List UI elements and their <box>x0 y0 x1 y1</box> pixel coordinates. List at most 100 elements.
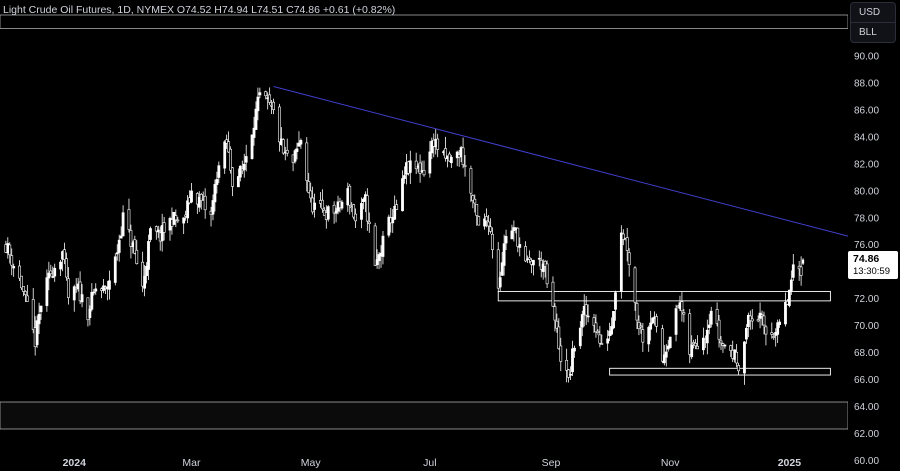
candle <box>578 321 582 349</box>
candle <box>764 324 768 346</box>
currency-label[interactable]: USD <box>859 7 881 18</box>
candle <box>403 166 406 184</box>
unit-label[interactable]: BLL <box>851 22 895 42</box>
candle <box>418 154 422 183</box>
candle <box>295 142 299 160</box>
candle <box>360 197 363 229</box>
candle <box>455 150 459 167</box>
candle <box>135 240 139 265</box>
candle <box>334 207 338 223</box>
candle <box>504 229 508 251</box>
candle <box>88 305 92 326</box>
y-tick-label: 72.00 <box>854 294 879 305</box>
candle <box>449 155 453 168</box>
candle <box>94 283 98 295</box>
candle <box>297 131 301 147</box>
candle <box>776 319 780 344</box>
candle <box>102 278 105 294</box>
lower-zone <box>0 401 849 430</box>
candle <box>682 309 686 323</box>
candle <box>619 225 623 299</box>
symbol-title: Light Crude Oil Futures, 1D, NYMEX <box>3 4 174 16</box>
candle <box>395 199 399 210</box>
resistance-zone <box>497 290 831 302</box>
candle <box>24 290 27 303</box>
candle <box>498 271 502 292</box>
candle <box>238 165 242 182</box>
candle <box>473 194 477 213</box>
candle <box>772 333 776 340</box>
candle <box>264 90 268 100</box>
candle <box>320 189 324 213</box>
y-tick-label: 64.00 <box>854 402 879 413</box>
candle <box>606 330 610 351</box>
trendline[interactable] <box>273 85 849 237</box>
candle <box>586 304 590 323</box>
candle <box>580 310 584 337</box>
candle <box>35 315 39 348</box>
candle <box>463 155 467 177</box>
candle <box>117 234 121 262</box>
currency-unit-selector[interactable]: USD BLL <box>850 2 896 43</box>
candle <box>707 313 711 335</box>
candle <box>651 317 655 325</box>
last-candle <box>801 258 805 266</box>
price-axis[interactable] <box>848 0 900 471</box>
candle <box>551 276 555 307</box>
candle <box>236 168 240 188</box>
candle <box>25 284 29 302</box>
candle <box>401 170 404 212</box>
candle <box>598 326 602 348</box>
candle <box>528 250 531 264</box>
x-tick-label: 2024 <box>63 457 87 469</box>
candle <box>487 215 490 235</box>
candle <box>223 140 227 174</box>
candle <box>477 215 481 226</box>
candle <box>444 136 447 162</box>
candle <box>496 241 500 293</box>
candle <box>129 224 133 259</box>
candle <box>154 225 158 240</box>
y-tick-label: 86.00 <box>854 105 879 116</box>
y-tick-label: 60.00 <box>854 456 879 467</box>
candle <box>258 87 262 99</box>
candle <box>573 345 576 358</box>
candle <box>186 195 189 224</box>
candle <box>293 148 297 164</box>
candle <box>559 337 563 372</box>
y-tick-label: 78.00 <box>854 213 879 224</box>
x-tick-label: May <box>301 457 322 469</box>
y-tick-label: 68.00 <box>854 348 879 359</box>
candle <box>381 231 385 265</box>
candle <box>18 260 21 281</box>
candle <box>373 222 377 267</box>
candle <box>485 208 488 228</box>
candle <box>285 138 289 157</box>
candle <box>143 265 146 297</box>
candle <box>391 209 395 233</box>
candle <box>702 327 705 355</box>
candle <box>614 290 617 321</box>
x-tick-label: Mar <box>182 457 201 469</box>
candle <box>744 324 748 344</box>
candle <box>569 366 572 381</box>
candle <box>641 323 645 353</box>
candle <box>203 188 207 219</box>
candle <box>145 262 148 284</box>
candle <box>217 161 221 184</box>
candle <box>557 318 561 350</box>
candle <box>770 322 774 339</box>
candle <box>80 284 84 308</box>
candle <box>49 264 53 277</box>
candle <box>37 302 41 334</box>
candle <box>147 234 150 281</box>
y-tick-label: 62.00 <box>854 429 879 440</box>
candle <box>635 301 639 330</box>
candle <box>762 311 766 335</box>
candle <box>309 182 313 203</box>
upper-zone <box>0 14 849 29</box>
candle <box>723 344 727 349</box>
y-tick-label: 84.00 <box>854 132 879 143</box>
candle <box>119 226 123 239</box>
